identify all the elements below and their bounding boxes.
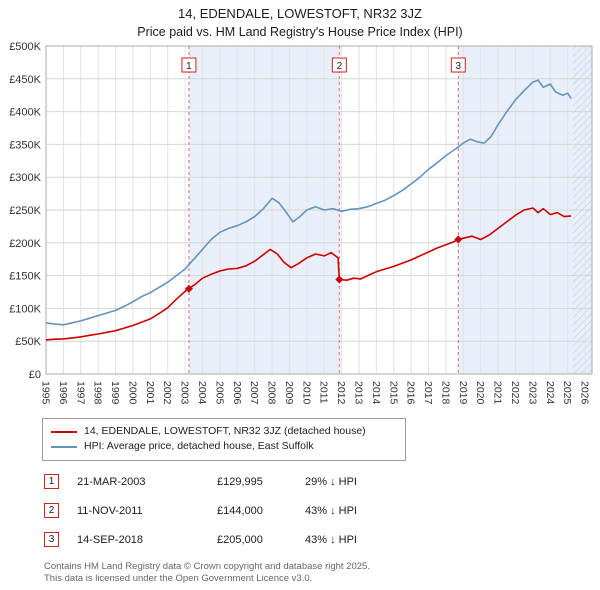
transaction-date: 14-SEP-2018 bbox=[77, 533, 144, 546]
svg-text:£400K: £400K bbox=[9, 107, 41, 119]
svg-text:2012: 2012 bbox=[335, 381, 347, 405]
chart-legend: 14, EDENDALE, LOWESTOFT, NR32 3JZ (detac… bbox=[42, 418, 406, 461]
property-line-swatch bbox=[51, 430, 77, 433]
transaction-row: 2 11-NOV-2011 £144,000 43% ↓ HPI bbox=[44, 503, 600, 518]
svg-text:2024: 2024 bbox=[544, 381, 556, 405]
svg-text:1999: 1999 bbox=[109, 381, 121, 405]
page-subtitle: Price paid vs. HM Land Registry's House … bbox=[137, 25, 463, 39]
svg-text:2026: 2026 bbox=[579, 381, 591, 405]
svg-text:2021: 2021 bbox=[492, 381, 504, 405]
transaction-row: 1 21-MAR-2003 £129,995 29% ↓ HPI bbox=[44, 474, 600, 489]
svg-text:2016: 2016 bbox=[405, 381, 417, 405]
svg-text:2002: 2002 bbox=[161, 381, 173, 405]
svg-text:2011: 2011 bbox=[318, 381, 330, 404]
svg-text:2017: 2017 bbox=[422, 381, 434, 405]
transaction-hpi-delta: 43% ↓ HPI bbox=[305, 533, 357, 546]
svg-text:3: 3 bbox=[456, 61, 462, 72]
transaction-price: £205,000 bbox=[217, 533, 263, 546]
license-line-2: This data is licensed under the Open Gov… bbox=[44, 573, 313, 584]
svg-text:2018: 2018 bbox=[439, 381, 451, 405]
hpi-line-swatch bbox=[51, 445, 77, 448]
svg-text:2000: 2000 bbox=[126, 381, 138, 405]
svg-text:2003: 2003 bbox=[179, 381, 191, 405]
svg-text:£100K: £100K bbox=[9, 303, 41, 315]
svg-text:£450K: £450K bbox=[9, 74, 41, 86]
svg-text:2005: 2005 bbox=[213, 381, 225, 405]
svg-text:2008: 2008 bbox=[266, 381, 278, 405]
transaction-date: 21-MAR-2003 bbox=[77, 475, 146, 488]
transaction-row: 3 14-SEP-2018 £205,000 43% ↓ HPI bbox=[44, 532, 600, 547]
svg-text:2022: 2022 bbox=[509, 381, 521, 405]
license-line-1: Contains HM Land Registry data © Crown c… bbox=[44, 561, 370, 572]
svg-text:£150K: £150K bbox=[9, 271, 41, 283]
svg-text:£250K: £250K bbox=[9, 205, 41, 217]
svg-text:2019: 2019 bbox=[457, 381, 469, 405]
svg-text:2023: 2023 bbox=[526, 381, 538, 405]
svg-text:1995: 1995 bbox=[40, 381, 52, 405]
svg-text:£350K: £350K bbox=[9, 139, 41, 151]
legend-item-hpi: HPI: Average price, detached house, East… bbox=[51, 439, 397, 454]
svg-text:2006: 2006 bbox=[231, 381, 243, 405]
svg-text:2001: 2001 bbox=[144, 381, 156, 405]
price-chart: 1 2 3 £0 £50K £100K £150K £200K £250K £300K £350K £… bbox=[9, 42, 593, 405]
transaction-list: 1 21-MAR-2003 £129,995 29% ↓ HPI 2 11-NO… bbox=[44, 474, 600, 547]
svg-text:£200K: £200K bbox=[9, 238, 41, 250]
transaction-number-badge: 2 bbox=[44, 503, 59, 518]
svg-text:2: 2 bbox=[337, 61, 343, 72]
svg-text:2020: 2020 bbox=[474, 381, 486, 405]
svg-text:2004: 2004 bbox=[196, 381, 208, 405]
page-title: 14, EDENDALE, LOWESTOFT, NR32 3JZ bbox=[178, 6, 422, 21]
legend-label: 14, EDENDALE, LOWESTOFT, NR32 3JZ (detac… bbox=[84, 425, 366, 437]
svg-text:£500K: £500K bbox=[9, 42, 41, 53]
svg-text:2007: 2007 bbox=[248, 381, 260, 405]
transaction-hpi-delta: 43% ↓ HPI bbox=[305, 504, 357, 517]
transaction-hpi-delta: 29% ↓ HPI bbox=[305, 475, 357, 488]
svg-text:2010: 2010 bbox=[300, 381, 312, 405]
legend-item-property: 14, EDENDALE, LOWESTOFT, NR32 3JZ (detac… bbox=[51, 424, 397, 439]
svg-text:1996: 1996 bbox=[57, 381, 69, 405]
svg-text:2013: 2013 bbox=[352, 381, 364, 405]
svg-text:2014: 2014 bbox=[370, 381, 382, 405]
transaction-number-badge: 1 bbox=[44, 474, 59, 489]
svg-text:£0: £0 bbox=[29, 369, 41, 381]
svg-text:£50K: £50K bbox=[15, 336, 41, 348]
license-note: Contains HM Land Registry data © Crown c… bbox=[44, 561, 600, 585]
transaction-date: 11-NOV-2011 bbox=[77, 504, 143, 517]
transaction-price: £129,995 bbox=[217, 475, 263, 488]
svg-text:£300K: £300K bbox=[9, 172, 41, 184]
svg-text:2015: 2015 bbox=[387, 381, 399, 405]
svg-text:2009: 2009 bbox=[283, 381, 295, 405]
svg-text:1998: 1998 bbox=[92, 381, 104, 405]
svg-text:1997: 1997 bbox=[74, 381, 86, 405]
svg-text:1: 1 bbox=[186, 61, 192, 72]
transaction-number-badge: 3 bbox=[44, 532, 59, 547]
transaction-price: £144,000 bbox=[217, 504, 263, 517]
legend-label: HPI: Average price, detached house, East… bbox=[84, 440, 314, 452]
svg-text:2025: 2025 bbox=[561, 381, 573, 405]
